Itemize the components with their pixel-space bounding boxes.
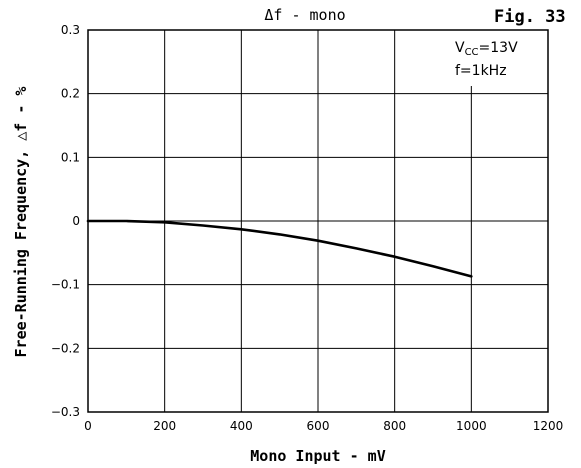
x-tick-labels: 0 200 400 600 800 1000 1200 xyxy=(84,419,563,433)
y-tick-label: 0.3 xyxy=(61,23,80,37)
y-axis-label: Free-Running Frequency, △f - % xyxy=(12,87,30,358)
x-axis-label: Mono Input - mV xyxy=(250,447,385,465)
figure-label: Fig. 33 xyxy=(494,7,566,27)
frequency-annotation: f=1kHz xyxy=(455,63,507,79)
series-group xyxy=(86,219,473,278)
y-tick-labels: 0.3 0.2 0.1 0 −0.1 −0.2 −0.3 xyxy=(51,23,80,419)
y-tick-label: 0 xyxy=(72,214,80,228)
x-tick-label: 400 xyxy=(230,419,253,433)
vcc-annotation: VCC=13V xyxy=(455,40,518,58)
x-tick-label: 1000 xyxy=(456,419,487,433)
y-tick-label: −0.2 xyxy=(51,341,80,355)
x-tick-label: 600 xyxy=(307,419,330,433)
y-tick-label: 0.1 xyxy=(61,150,80,164)
y-tick-label: 0.2 xyxy=(61,87,80,101)
series-line xyxy=(86,219,473,278)
x-tick-label: 0 xyxy=(84,419,92,433)
legend-box xyxy=(450,30,548,86)
chart-title: Δf - mono xyxy=(264,6,345,24)
plot-frame xyxy=(87,29,549,413)
x-tick-label: 200 xyxy=(153,419,176,433)
y-tick-label: −0.1 xyxy=(51,278,80,292)
y-tick-label: −0.3 xyxy=(51,405,80,419)
x-tick-label: 1200 xyxy=(533,419,564,433)
x-tick-label: 800 xyxy=(383,419,406,433)
